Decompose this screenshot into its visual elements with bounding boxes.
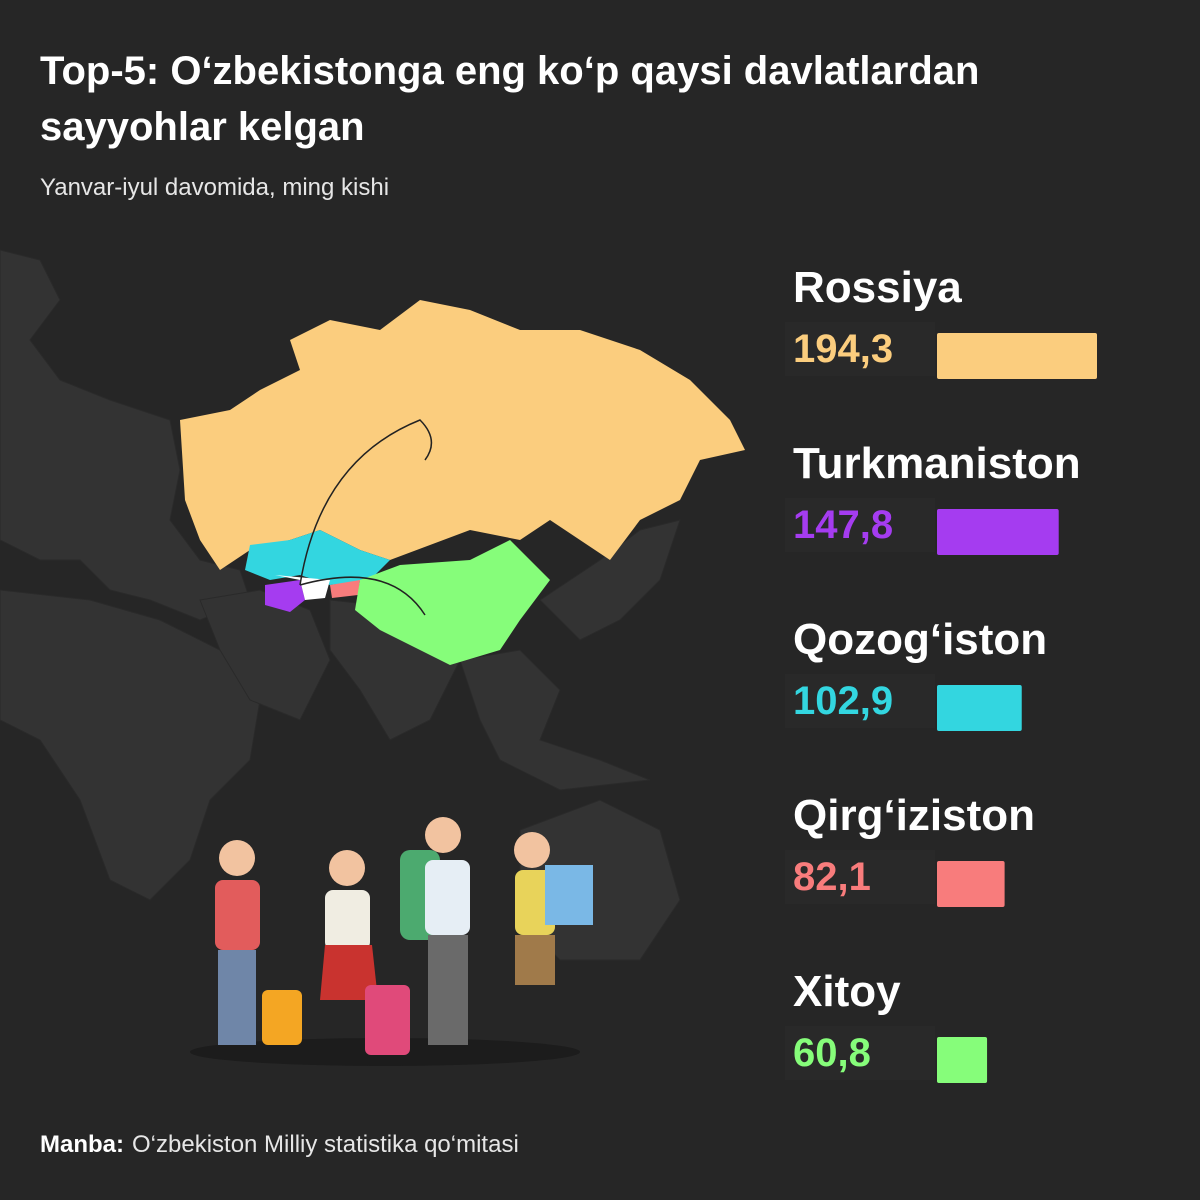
traveler-body bbox=[215, 880, 260, 950]
value-label-backdrop bbox=[785, 322, 935, 376]
map-turkmenistan bbox=[265, 580, 305, 612]
traveler-body bbox=[325, 890, 370, 950]
suitcase bbox=[365, 985, 410, 1055]
value-label-backdrop bbox=[785, 498, 935, 552]
category-label: Rossiya bbox=[793, 263, 962, 312]
bar bbox=[937, 509, 1059, 555]
value-label: 194,3 bbox=[793, 327, 893, 371]
traveler-shorts bbox=[515, 935, 555, 985]
source-note: Manba: O‘zbekiston Milliy statistika qo‘m… bbox=[40, 1131, 519, 1158]
source-label: Manba: bbox=[40, 1131, 124, 1158]
traveler-head bbox=[514, 832, 550, 868]
world-map bbox=[0, 249, 745, 961]
traveler-body bbox=[425, 860, 470, 935]
map-russia bbox=[180, 300, 745, 570]
value-label-backdrop bbox=[785, 1026, 935, 1080]
traveler-skirt bbox=[320, 945, 378, 1000]
source-text: O‘zbekiston Milliy statistika qo‘mitasi bbox=[132, 1131, 519, 1158]
bar bbox=[937, 333, 1097, 379]
value-label: 82,1 bbox=[793, 855, 871, 899]
travelers-illustration bbox=[190, 817, 593, 1066]
category-label: Xitoy bbox=[793, 967, 901, 1016]
bar bbox=[937, 685, 1022, 731]
route-arc bbox=[299, 419, 433, 586]
bar bbox=[937, 1037, 988, 1083]
traveler-head bbox=[219, 840, 255, 876]
value-label: 147,8 bbox=[793, 503, 893, 547]
value-label: 60,8 bbox=[793, 1031, 871, 1075]
value-label-backdrop bbox=[785, 850, 935, 904]
suitcase bbox=[262, 990, 302, 1045]
category-label: Qozog‘iston bbox=[793, 615, 1047, 664]
value-label: 102,9 bbox=[793, 679, 893, 723]
land-southeast-asia bbox=[459, 649, 651, 791]
traveler-legs bbox=[218, 950, 256, 1045]
traveler-head bbox=[329, 850, 365, 886]
traveler-head bbox=[425, 817, 461, 853]
traveler-legs bbox=[428, 935, 468, 1045]
land-africa bbox=[0, 589, 261, 901]
value-label-backdrop bbox=[785, 674, 935, 728]
chart-title: Top-5: O‘zbekistonga eng ko‘p qaysi davl… bbox=[40, 49, 979, 149]
bar bbox=[937, 861, 1005, 907]
route-arc bbox=[299, 576, 426, 616]
map-kyrgyzstan bbox=[330, 580, 360, 598]
bar-list: Rossiya 194,3 Turkmaniston 147,8 Qozog‘iston… bbox=[785, 263, 1097, 1083]
map-kazakhstan bbox=[245, 530, 390, 585]
chart-subtitle: Yanvar-iyul davomida, ming kishi bbox=[40, 174, 389, 201]
category-label: Qirg‘iziston bbox=[793, 791, 1035, 840]
land-europe bbox=[0, 249, 251, 621]
map-sheet bbox=[545, 865, 593, 925]
category-label: Turkmaniston bbox=[793, 439, 1081, 488]
map-china bbox=[355, 540, 550, 665]
